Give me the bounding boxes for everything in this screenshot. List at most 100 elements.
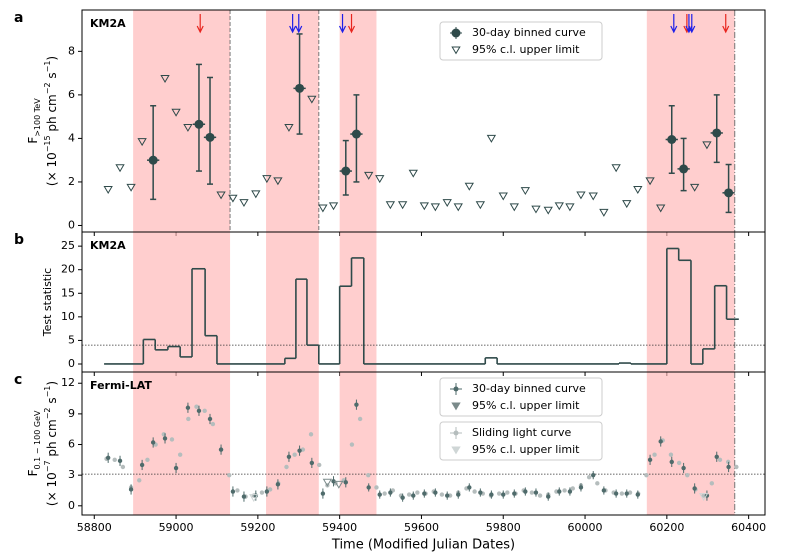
point: [194, 404, 199, 409]
event-arrow: [347, 14, 356, 34]
point: [406, 492, 412, 497]
legend-marker: [451, 46, 461, 55]
point: [415, 490, 420, 495]
point: [186, 416, 191, 422]
upper-limit: [115, 164, 125, 173]
y-tick-label: 4: [68, 131, 75, 144]
y-label-main: F: [26, 469, 40, 476]
point: [275, 482, 281, 487]
y-axis-label: F>100 TeV: [26, 98, 43, 144]
point: [533, 490, 539, 495]
event-arrow: [685, 14, 693, 34]
highlight-period: [339, 372, 377, 515]
upper-limit: [656, 204, 666, 213]
point: [351, 129, 361, 139]
upper-limit: [611, 164, 621, 173]
y-tick-label: 15: [61, 286, 75, 299]
legend-label: 95% c.l. upper limit: [472, 443, 580, 456]
y-label-main: F: [26, 137, 40, 144]
legend-marker: [451, 446, 461, 455]
upper-limit: [633, 186, 643, 194]
upper-limit: [702, 141, 712, 150]
point: [374, 485, 379, 490]
point: [320, 491, 326, 496]
legend-marker: [453, 430, 459, 436]
point: [284, 464, 289, 470]
upper-limit: [322, 478, 333, 487]
event-arrow: [196, 14, 204, 34]
point: [586, 475, 592, 480]
upper-limit: [334, 480, 344, 489]
x-tick-label: 60200: [649, 521, 684, 534]
point: [557, 489, 562, 494]
panel-label: b: [14, 232, 24, 248]
point: [227, 472, 232, 478]
legend-label: 30-day binned curve: [472, 26, 586, 39]
x-tick-label: 59800: [486, 521, 521, 534]
point: [286, 454, 292, 459]
y-tick-label: 20: [61, 263, 75, 276]
point: [570, 486, 575, 491]
upper-limit: [103, 186, 113, 194]
highlight-period: [646, 10, 735, 232]
upper-limit: [576, 191, 586, 200]
point: [400, 495, 405, 500]
y-unit-exponent: −7: [43, 460, 52, 472]
point: [185, 405, 191, 410]
point: [218, 447, 224, 452]
point: [567, 489, 573, 494]
upper-limit: [228, 194, 238, 203]
upper-limit: [126, 183, 136, 192]
point: [658, 439, 663, 444]
y-label-sub: 0.1 − 100 GeV: [33, 410, 42, 469]
panel-title: KM2A: [90, 17, 126, 30]
y-unit-exponent: −1: [43, 386, 52, 398]
y-tick-label: 0: [68, 357, 75, 370]
upper-limit: [137, 138, 147, 147]
y-unit-text: (× 10: [45, 472, 59, 506]
point: [341, 166, 351, 176]
y-unit-exponent: −15: [43, 135, 52, 152]
upper-limit: [375, 175, 385, 184]
x-tick-label: 60400: [731, 521, 766, 534]
panel: 0 5 10 15 20 25 b KM2A Test statistic: [14, 231, 766, 376]
point: [505, 490, 510, 495]
upper-limit: [464, 182, 474, 191]
point: [734, 464, 739, 470]
point: [676, 460, 682, 466]
x-tick-label: 59000: [159, 521, 194, 534]
point: [652, 452, 657, 457]
axes-frame: [81, 371, 766, 516]
upper-limit: [430, 203, 441, 212]
point: [619, 491, 625, 496]
point: [712, 128, 722, 138]
point: [668, 452, 674, 457]
legend-label: 95% c.l. upper limit: [472, 399, 580, 412]
point: [194, 119, 204, 129]
upper-limit: [183, 123, 193, 132]
x-tick-label: 59600: [404, 521, 439, 534]
y-tick-label: 25: [61, 239, 75, 252]
point: [601, 488, 607, 493]
highlight-period: [133, 372, 231, 515]
y-tick-label: 3: [68, 468, 75, 481]
point: [456, 492, 461, 497]
panel-label: a: [14, 10, 23, 26]
point: [523, 489, 528, 494]
point: [343, 480, 348, 485]
upper-limit: [531, 205, 541, 214]
upper-limit: [543, 206, 553, 215]
point: [578, 485, 584, 490]
point: [647, 457, 653, 463]
point: [496, 491, 502, 496]
event-arrow: [722, 14, 730, 34]
y-tick-label: 8: [68, 44, 75, 57]
point: [635, 492, 641, 497]
point: [137, 478, 142, 483]
point: [679, 164, 689, 174]
y-unit-text: ): [45, 381, 59, 386]
point: [445, 493, 450, 498]
y-axis-label: Test statistic: [41, 268, 54, 337]
highlight-period: [266, 232, 319, 372]
point: [202, 408, 207, 414]
